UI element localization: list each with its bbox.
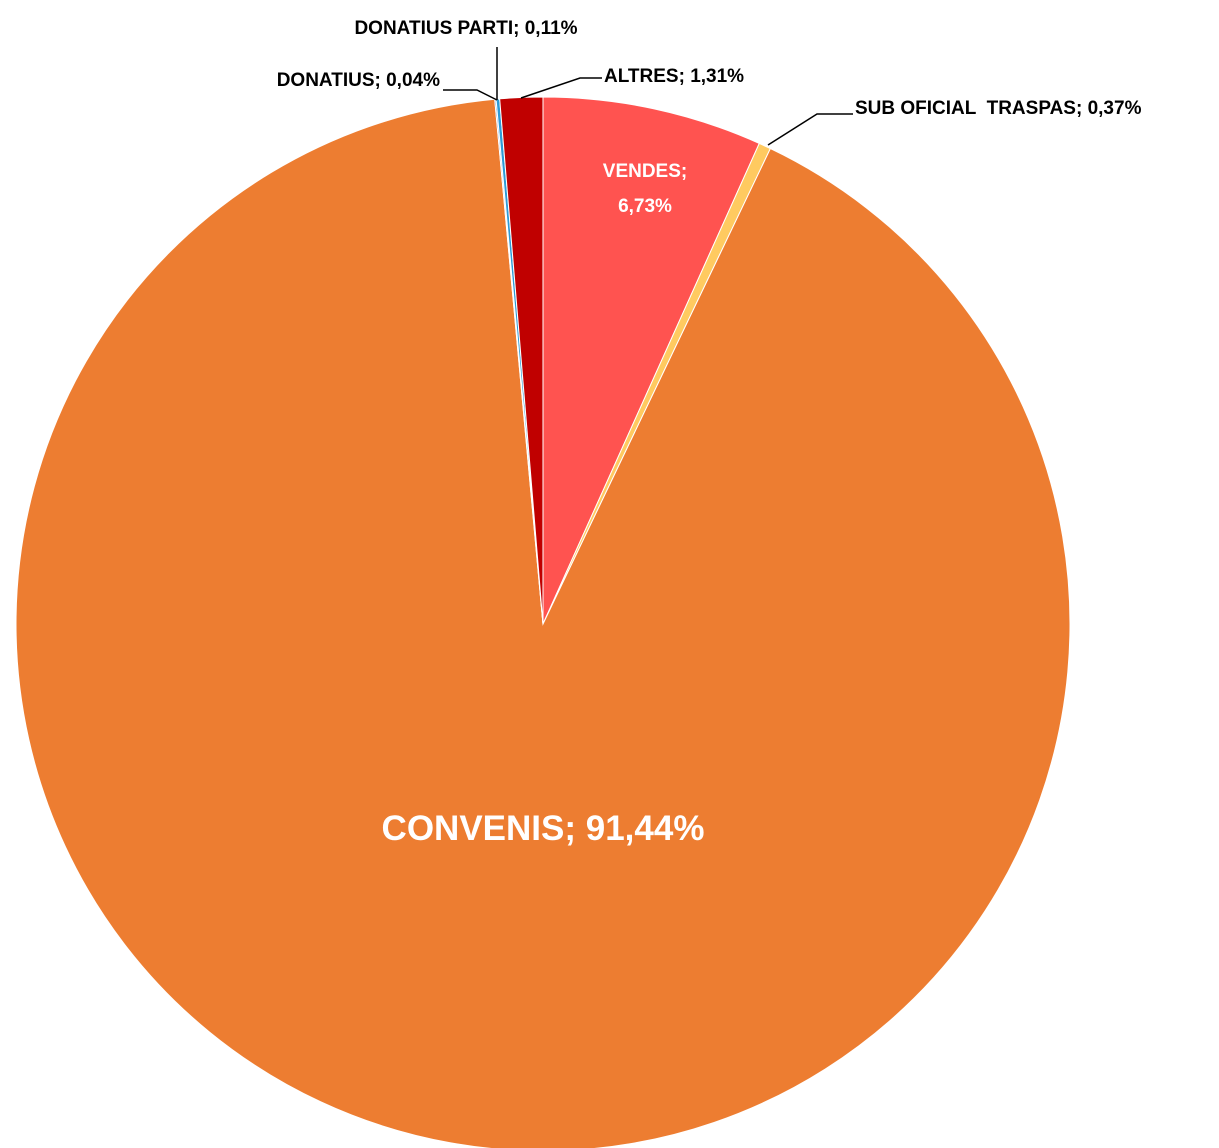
leader-lines [443,47,853,146]
data-label-donatius-parti: DONATIUS PARTI; 0,11% [354,18,577,39]
leader-line-altres [520,77,602,99]
data-label-altres: ALTRES; 1,31% [604,66,744,87]
data-label-convenis: CONVENIS; 91,44% [382,809,705,848]
data-labels: VENDES; 6,73% SUB OFICIAL TRASPAS; 0,37% CO… [277,18,1142,848]
pie-slices [15,96,1071,1148]
pie-slice-convenis [15,98,1071,1148]
data-label-donatius: DONATIUS; 0,04% [277,70,440,91]
leader-line-sub-oficial-traspas [767,113,853,146]
data-label-vendes: VENDES; 6,73% [603,161,687,217]
data-label-sub-oficial-traspas: SUB OFICIAL TRASPAS; 0,37% [855,98,1142,119]
leader-line-donatius [443,89,498,101]
pie-slice-vendes [542,96,760,625]
